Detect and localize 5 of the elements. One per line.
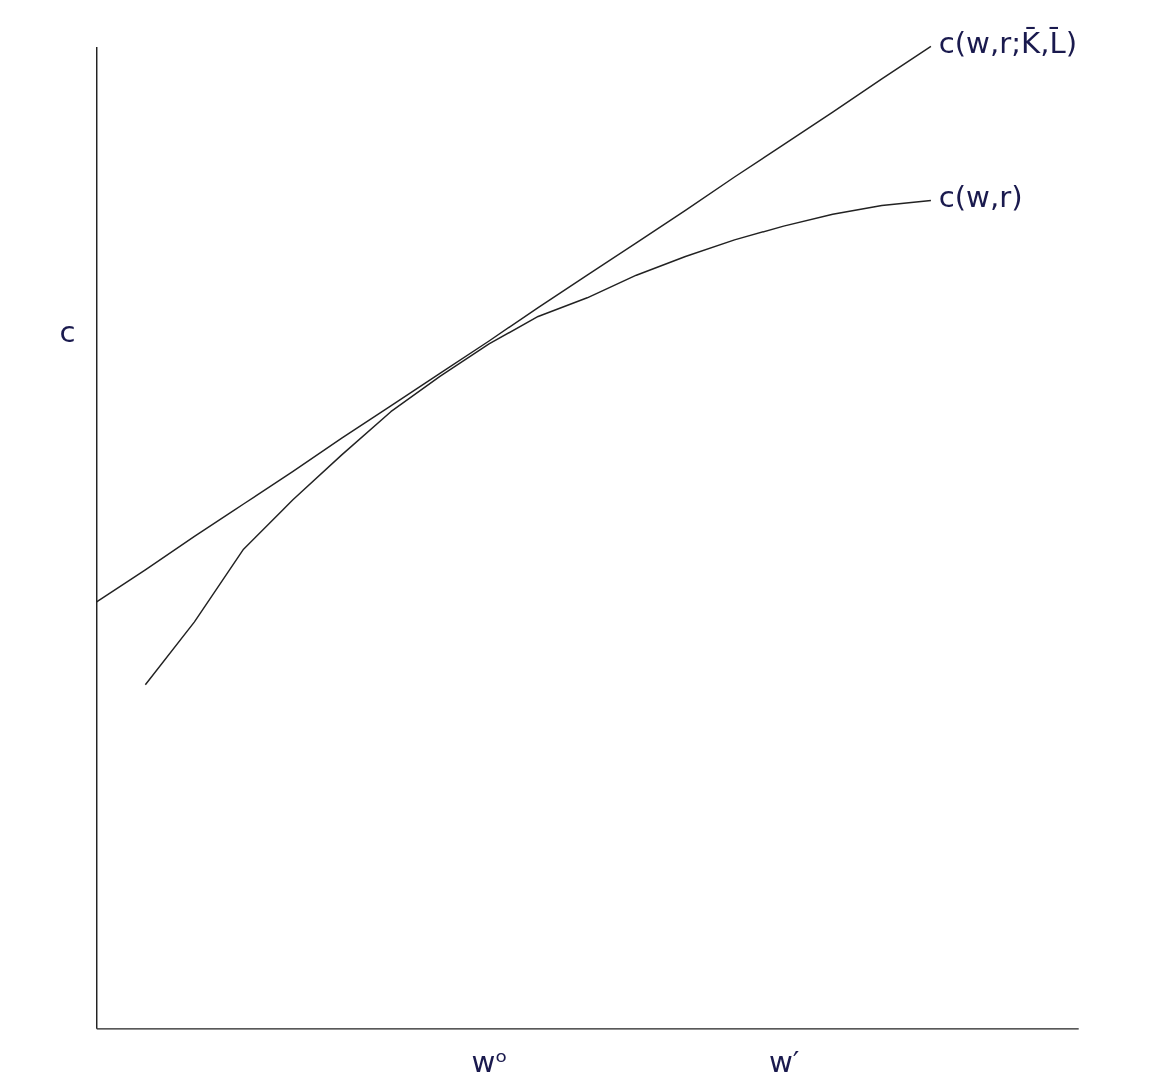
x-tick-label: wᵒ: [471, 1044, 508, 1079]
series-label: c(w,r;K̄,L̄): [938, 25, 1078, 61]
y-axis-title: c: [59, 315, 76, 350]
x-tick-label: w′: [768, 1044, 800, 1079]
series-label: c(w,r): [938, 180, 1023, 215]
